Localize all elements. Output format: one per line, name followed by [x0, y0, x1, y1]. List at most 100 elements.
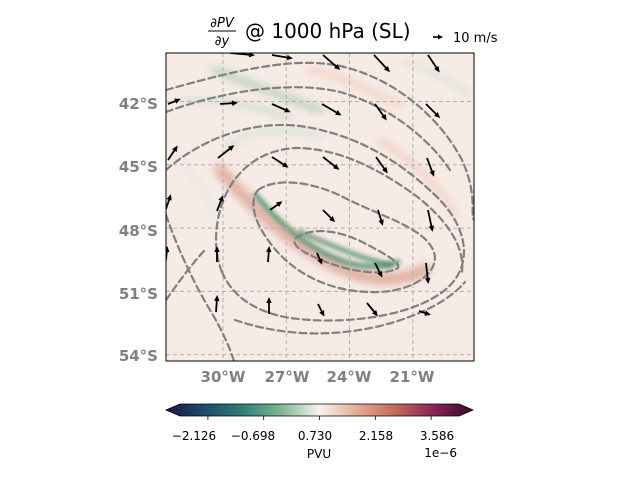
negative-filament: [222, 127, 323, 153]
wind-arrow-head: [266, 297, 272, 303]
wind-arrow-head: [166, 246, 170, 253]
wind-arrow-head: [329, 216, 336, 223]
negative-filament: [253, 192, 401, 269]
wind-arrow: [424, 262, 431, 284]
pressure-contour: [166, 86, 452, 172]
wind-arrow: [377, 209, 384, 226]
gridlines: [166, 53, 474, 361]
wind-arrow: [216, 195, 224, 212]
quiver-key-arrowhead: [438, 34, 443, 40]
title-numerator: ∂PV: [210, 16, 235, 31]
wind-arrow-head: [434, 66, 440, 73]
pressure-contour: [214, 146, 464, 274]
wind-arrow: [425, 103, 441, 119]
wind-arrow: [167, 145, 178, 161]
wind-arrow-head: [381, 114, 387, 121]
wind-arrow: [217, 145, 235, 159]
wind-arrow-shaft: [425, 262, 429, 282]
wind-arrow: [214, 295, 220, 313]
colorbar-tick-label: 0.730: [298, 429, 332, 443]
pressure-contour: [166, 248, 207, 302]
wind-arrow: [418, 310, 431, 316]
colorbar-tick-label: 3.586: [420, 429, 454, 443]
lat-tick-label: 54°S: [119, 347, 158, 365]
lat-tick-label: 42°S: [119, 95, 158, 113]
colorbar-body: [164, 403, 475, 417]
colorbar-label: PVU: [307, 447, 331, 461]
title-suffix: @ 1000 hPa (SL): [245, 19, 411, 43]
wind-arrow-head: [335, 110, 342, 116]
pressure-contour: [166, 123, 466, 322]
lon-tick-label: 21°W: [390, 368, 435, 386]
colorbar-tick-label: −2.126: [172, 429, 216, 443]
wind-arrow: [426, 157, 435, 177]
wind-arrow: [166, 194, 172, 210]
wind-arrow-head: [231, 100, 238, 106]
wind-arrow-shaft: [427, 209, 433, 230]
wind-arrow: [271, 103, 291, 113]
quiver-key-label: 10 m/s: [453, 31, 498, 46]
wind-arrow-head: [429, 170, 435, 177]
wind-arrow: [167, 98, 181, 105]
wind-arrow-head: [334, 64, 341, 70]
colorbar-exponent: 1e−6: [424, 446, 457, 460]
wind-arrow: [219, 100, 238, 106]
wind-arrow-head: [172, 145, 178, 152]
wind-arrow-head: [266, 246, 272, 253]
negative-filament: [298, 230, 392, 267]
wind-arrow-head: [284, 107, 291, 113]
wind-arrow: [214, 246, 220, 262]
wind-arrow-head: [166, 194, 172, 201]
colorbar-ticks: [207, 416, 432, 420]
wind-arrow-head: [286, 54, 293, 61]
wind-arrow-head: [424, 310, 431, 316]
title-denominator: ∂y: [215, 34, 230, 49]
wind-arrow: [375, 156, 388, 174]
wind-arrow: [271, 54, 293, 61]
wind-arrow-head: [282, 162, 289, 168]
quiver-key: 10 m/s: [433, 31, 498, 46]
wind-arrow-head: [384, 66, 391, 73]
wind-arrow: [322, 156, 340, 170]
lon-tick-label: 30°W: [201, 368, 246, 386]
negative-filament: [402, 59, 473, 98]
wind-arrow-head: [434, 112, 441, 119]
wind-arrow-head: [317, 258, 323, 265]
wind-arrow-shaft: [373, 54, 389, 71]
pressure-contour: [252, 181, 436, 294]
negative-filament: [172, 147, 218, 218]
lat-tick-labels: 42°S 45°S 48°S 51°S 54°S: [119, 95, 158, 365]
wind-arrow: [322, 54, 341, 70]
lat-tick-label: 45°S: [119, 158, 158, 176]
pressure-contour: [233, 280, 467, 335]
wind-arrow: [266, 246, 272, 263]
wind-arrow: [373, 54, 391, 73]
wind-arrow: [374, 262, 383, 278]
wind-arrow: [366, 302, 378, 317]
wind-arrow: [427, 209, 435, 232]
wind-arrow: [427, 54, 440, 73]
wind-arrow-head: [276, 201, 283, 207]
pressure-contour: [166, 213, 236, 361]
lon-tick-label: 24°W: [327, 368, 372, 386]
colorbar: −2.126 −0.698 0.730 2.158 3.586 PVU 1e−6: [164, 403, 475, 461]
colorbar-tick-label: −0.698: [231, 429, 275, 443]
wind-arrow-head: [428, 225, 435, 232]
wind-arrow-head: [248, 53, 255, 58]
wind-arrow-head: [218, 195, 224, 202]
map-panel: [166, 53, 474, 361]
wind-arrow-shaft: [322, 54, 339, 69]
contours: [166, 61, 474, 361]
wind-arrow-head: [372, 310, 378, 317]
wind-arrow: [321, 103, 342, 116]
wind-arrow-head: [382, 167, 388, 174]
wind-arrow-shaft: [271, 54, 291, 59]
wind-arrow-head: [174, 98, 181, 104]
wind-arrow: [322, 209, 336, 223]
wind-arrow-head: [319, 310, 325, 317]
map-frame: [165, 52, 475, 362]
wind-arrow-head: [228, 145, 235, 151]
wind-arrow: [266, 297, 272, 314]
wind-arrow-shaft: [322, 156, 338, 169]
